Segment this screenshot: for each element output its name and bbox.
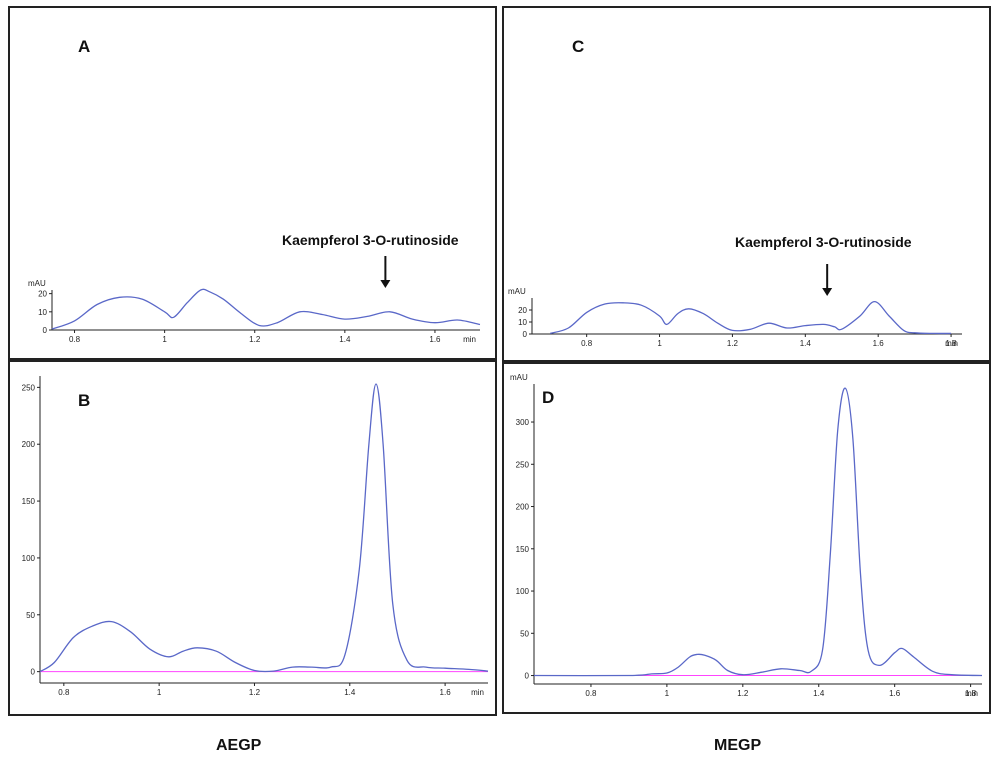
y-tick-label-c-0: 0: [523, 330, 528, 339]
annotation-arrow-head-a: [380, 280, 391, 288]
annotation-arrow-head-c: [822, 288, 833, 296]
chart-b: 0.8 1 1.2 1.4 1.6 min 0 50 100 150 200 250: [22, 376, 489, 697]
y-unit-label-d: mAU: [510, 373, 528, 382]
x-tick-label-b-4: 1.6: [440, 688, 452, 697]
panel-a: 0.8 1 1.2 1.4 1.6 min 0 10 20 mAU A Kaempferol 3-…: [8, 6, 497, 360]
series-line-a-0: [51, 288, 481, 330]
x-tick-label-c-4: 1.6: [873, 339, 885, 348]
y-tick-label-b-4: 200: [22, 440, 36, 449]
y-tick-label-c-1: 10: [518, 318, 527, 327]
x-tick-label-c-1: 1: [657, 339, 662, 348]
panel-label-c: C: [572, 37, 585, 56]
annotation-label-a: Kaempferol 3-O-rutinoside: [282, 232, 459, 248]
panel-label-d: D: [542, 388, 555, 407]
y-tick-label-c-2: 20: [518, 306, 527, 315]
y-tick-label-a-1: 10: [38, 308, 47, 317]
y-tick-label-a-0: 0: [43, 326, 48, 335]
y-tick-label-b-2: 100: [22, 554, 36, 563]
y-tick-label-d-5: 250: [516, 460, 530, 469]
y-unit-label-a: mAU: [28, 279, 46, 288]
x-tick-label-d-3: 1.4: [813, 689, 825, 698]
x-unit-label-a: min: [463, 335, 476, 344]
series-line-b-0: [39, 383, 489, 673]
x-tick-label-c-0: 0.8: [581, 339, 593, 348]
x-tick-label-a-2: 1.2: [249, 335, 261, 344]
x-tick-label-c-3: 1.4: [800, 339, 812, 348]
y-tick-label-d-6: 300: [516, 418, 530, 427]
x-tick-label-b-3: 1.4: [344, 688, 356, 697]
y-tick-label-b-1: 50: [26, 611, 35, 620]
series-line-c-0: [550, 300, 952, 335]
y-tick-label-d-0: 0: [525, 672, 530, 681]
y-tick-label-b-0: 0: [31, 668, 36, 677]
x-tick-label-b-0: 0.8: [58, 688, 70, 697]
x-tick-label-d-5: 1.8: [965, 689, 977, 698]
group-label-megp: MEGP: [714, 737, 762, 754]
x-unit-label-c: min: [945, 339, 958, 348]
y-tick-label-a-2: 20: [38, 290, 47, 299]
y-tick-label-d-2: 100: [516, 587, 530, 596]
annotation-label-c: Kaempferol 3-O-rutinoside: [735, 234, 912, 250]
x-tick-label-a-1: 1: [162, 335, 167, 344]
x-tick-label-a-3: 1.4: [339, 335, 351, 344]
x-unit-label-d: min: [965, 689, 978, 698]
y-tick-label-d-3: 150: [516, 545, 530, 554]
y-unit-label-c: mAU: [508, 287, 526, 296]
x-tick-label-d-2: 1.2: [737, 689, 749, 698]
chart-a: 0.8 1 1.2 1.4 1.6 min 0 10 20 mAU: [28, 256, 481, 344]
y-tick-label-d-4: 200: [516, 503, 530, 512]
panel-label-b: B: [78, 391, 91, 410]
panel-d: 0.8 1 1.2 1.4 1.6 1.8 min 0 50 100 150 200 250 300 mAU…: [502, 362, 991, 714]
panel-label-a: A: [78, 37, 91, 56]
x-tick-label-a-4: 1.6: [429, 335, 441, 344]
x-tick-label-b-1: 1: [157, 688, 162, 697]
x-tick-label-d-1: 1: [665, 689, 670, 698]
panel-c: 0.8 1 1.2 1.4 1.6 1.8 min 0 10 20 mAU C Kaempferol…: [502, 6, 991, 362]
x-unit-label-b: min: [471, 688, 484, 697]
x-tick-label-d-4: 1.6: [889, 689, 901, 698]
group-label-aegp: AEGP: [216, 737, 262, 754]
y-tick-label-b-3: 150: [22, 497, 36, 506]
panel-b: 0.8 1 1.2 1.4 1.6 min 0 50 100 150 200 250 B: [8, 360, 497, 716]
x-tick-label-c-5: 1.8: [946, 339, 958, 348]
x-tick-label-b-2: 1.2: [249, 688, 261, 697]
x-tick-label-c-2: 1.2: [727, 339, 739, 348]
series-line-d-0: [533, 387, 983, 677]
x-tick-label-d-0: 0.8: [585, 689, 597, 698]
x-tick-label-a-0: 0.8: [69, 335, 81, 344]
y-tick-label-b-5: 250: [22, 383, 36, 392]
y-tick-label-d-1: 50: [520, 629, 529, 638]
